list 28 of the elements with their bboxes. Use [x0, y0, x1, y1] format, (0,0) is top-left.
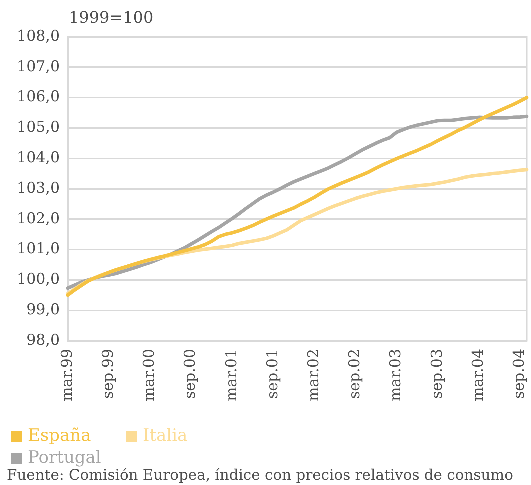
- x-tick-label: mar.99: [58, 349, 76, 402]
- x-tick-label: mar.03: [386, 349, 405, 402]
- x-tick-label: mar.04: [468, 349, 487, 402]
- y-tick-label: 105,0: [17, 118, 60, 136]
- x-tick-label: sep.04: [510, 349, 528, 400]
- x-tick-label: sep.01: [263, 349, 282, 400]
- x-tick-label: mar.00: [140, 349, 158, 402]
- x-tick-label: sep.00: [181, 349, 200, 400]
- y-tick-label: 100,0: [17, 270, 60, 288]
- legend-label: Italia: [143, 425, 188, 447]
- x-tick-label: sep.02: [346, 349, 364, 400]
- x-tick-label: mar.02: [304, 349, 323, 402]
- y-tick-label: 99,0: [26, 300, 60, 318]
- source-note: Fuente: Comisión Europea, índice con precios relativos de consumo: [7, 467, 514, 485]
- y-tick-label: 106,0: [17, 88, 60, 106]
- y-tick-label: 102,0: [17, 209, 60, 228]
- x-tick-label: sep.99: [98, 349, 117, 400]
- y-tick-label: 108,0: [17, 26, 60, 45]
- y-tick-label: 103,0: [17, 178, 60, 197]
- y-tick-label: 104,0: [17, 148, 60, 166]
- chart-subtitle: 1999=100: [69, 8, 154, 27]
- y-tick-label: 101,0: [17, 240, 60, 258]
- x-tick-label: mar.01: [222, 349, 240, 402]
- y-tick-label: 98,0: [26, 330, 60, 349]
- legend-label: Portugal: [28, 447, 102, 468]
- legend-label: España: [28, 425, 92, 447]
- y-tick-label: 107,0: [17, 57, 60, 76]
- x-tick-label: sep.03: [428, 349, 446, 400]
